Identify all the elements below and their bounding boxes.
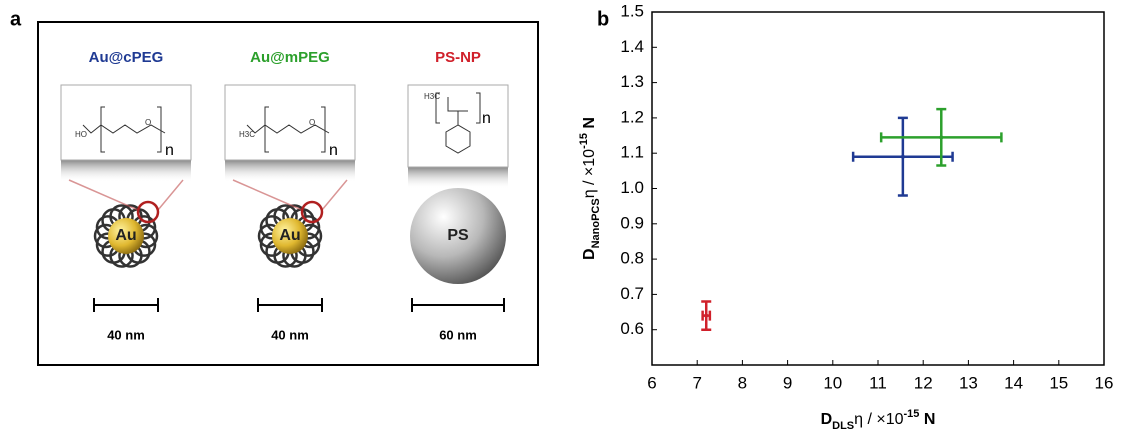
core-label: Au (279, 227, 300, 244)
plot: 6 7 8 9 10 11 12 13 14 15 16 0.6 0.7 0.8 0.9 1.0 1.1 1.2 1… (578, 1, 1114, 431)
structure-card (408, 85, 508, 167)
zoom-line (69, 180, 138, 210)
chem-label: H3C (424, 92, 440, 101)
repeat-label: n (329, 142, 338, 159)
x-tick-label: 11 (869, 373, 887, 392)
chem-label: HO (75, 130, 87, 139)
plot-frame (652, 12, 1104, 365)
y-axis-label-part: N (581, 117, 598, 133)
x-axis-label-part: -15 (904, 408, 920, 420)
point (901, 155, 905, 159)
card-shadow (408, 167, 508, 189)
zoom-line (158, 180, 183, 210)
point (939, 135, 943, 139)
y-tick-label: 0.6 (620, 319, 644, 338)
panel-letter: b (597, 8, 609, 30)
y-tick-label: 1.0 (620, 178, 644, 197)
x-tick-label: 13 (959, 373, 978, 392)
scale-label: 40 nm (107, 327, 145, 342)
y-tick-label: 1.2 (620, 107, 644, 126)
repeat-label: n (165, 142, 174, 159)
y-tick-label: 1.3 (620, 72, 644, 91)
x-tick-label: 12 (914, 373, 933, 392)
x-axis-label-part: DLS (832, 420, 854, 432)
sample-label: PS-NP (435, 49, 481, 66)
scale-bar (258, 298, 322, 312)
x-tick-label: 10 (823, 373, 842, 392)
zoom-line (322, 180, 347, 210)
card-shadow (61, 160, 191, 182)
y-tick-label: 0.8 (620, 249, 644, 268)
scale-bar (412, 298, 504, 312)
x-tick-label: 15 (1049, 373, 1068, 392)
panel-a: Au@cPEG HO On Au 40 nm Au@mPEG H3C On Au 40 nm PS-… (61, 49, 508, 342)
y-tick-label: 1.4 (620, 37, 644, 56)
x-tick-label: 14 (1004, 373, 1023, 392)
panel-letter: a (10, 8, 22, 30)
repeat-label: n (482, 110, 491, 127)
x-axis-label-part: η / ×10 (854, 411, 903, 428)
scale-label: 60 nm (439, 327, 477, 342)
chem-label: O (145, 118, 151, 127)
figure: a Au@cPEG HO On Au 40 nm Au@mPEG H3C On Au 40 nm P… (0, 0, 1121, 438)
y-axis-label-part: D (581, 248, 598, 260)
y-axis-label-part: NanoPCS (590, 198, 602, 248)
y-axis-label: DNanoPCSη / ×10-15 N (578, 117, 602, 260)
x-axis-label-part: D (821, 411, 833, 428)
core-label: Au (115, 227, 136, 244)
x-tick-label: 9 (783, 373, 792, 392)
point (704, 314, 708, 318)
sample-label: Au@cPEG (89, 49, 164, 66)
scale-bar (94, 298, 158, 312)
x-tick-label: 6 (647, 373, 656, 392)
x-tick-label: 8 (738, 373, 747, 392)
chem-label: H3C (239, 130, 255, 139)
y-tick-label: 0.7 (620, 284, 644, 303)
zoom-line (233, 180, 302, 210)
core-label: PS (447, 227, 469, 244)
sample-label: Au@mPEG (250, 49, 330, 66)
x-axis-label: DDLSη / ×10-15 N (821, 408, 936, 432)
x-tick-label: 16 (1095, 373, 1114, 392)
x-axis-label-part: N (919, 411, 935, 428)
x-tick-label: 7 (692, 373, 701, 392)
card-shadow (225, 160, 355, 182)
scale-label: 40 nm (271, 327, 309, 342)
y-axis-label-part: η / ×10 (581, 149, 598, 198)
y-tick-label: 0.9 (620, 213, 644, 232)
chem-label: O (309, 118, 315, 127)
y-axis-label-part: -15 (578, 133, 590, 149)
y-tick-label: 1.5 (620, 1, 644, 20)
y-tick-label: 1.1 (620, 143, 644, 162)
